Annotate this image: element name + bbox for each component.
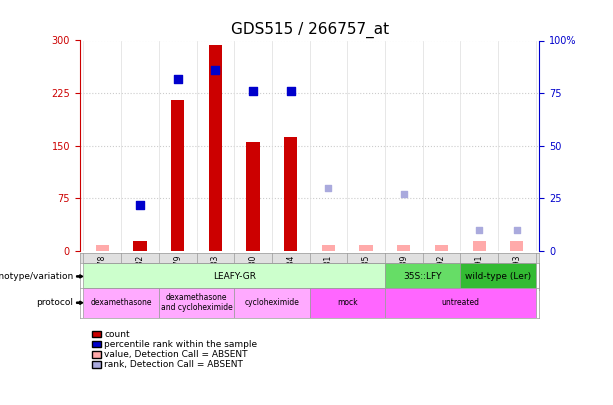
Title: GDS515 / 266757_at: GDS515 / 266757_at xyxy=(230,21,389,38)
Point xyxy=(286,88,295,94)
Bar xyxy=(234,288,310,318)
Bar xyxy=(209,45,222,251)
Point xyxy=(324,185,333,191)
Text: LEAFY-GR: LEAFY-GR xyxy=(213,272,256,281)
Bar xyxy=(385,263,460,290)
Text: mock: mock xyxy=(337,298,357,307)
Bar xyxy=(460,263,536,290)
Point xyxy=(399,190,409,197)
Bar xyxy=(310,288,385,318)
Text: cycloheximide: cycloheximide xyxy=(245,298,299,307)
Bar xyxy=(473,241,485,251)
Bar xyxy=(83,263,385,290)
Text: wild-type (Ler): wild-type (Ler) xyxy=(465,272,531,281)
Text: untreated: untreated xyxy=(441,298,479,307)
Bar xyxy=(359,245,373,251)
Text: genotype/variation: genotype/variation xyxy=(0,272,74,281)
Text: value, Detection Call = ABSENT: value, Detection Call = ABSENT xyxy=(104,350,248,359)
Text: GSM13791: GSM13791 xyxy=(474,255,484,296)
Point xyxy=(248,88,258,94)
Point xyxy=(135,202,145,209)
Text: GSM13783: GSM13783 xyxy=(211,255,220,296)
Point xyxy=(210,67,220,73)
Point xyxy=(474,227,484,233)
Bar xyxy=(385,288,536,318)
Text: GSM13785: GSM13785 xyxy=(362,255,371,296)
Bar xyxy=(397,245,410,251)
Text: GSM13778: GSM13778 xyxy=(98,255,107,296)
Text: protocol: protocol xyxy=(37,298,74,307)
Bar xyxy=(134,241,147,251)
Point xyxy=(173,76,183,82)
Bar xyxy=(322,245,335,251)
Bar xyxy=(284,137,297,251)
Bar xyxy=(83,288,159,318)
Text: percentile rank within the sample: percentile rank within the sample xyxy=(104,340,257,349)
Bar xyxy=(510,241,524,251)
Bar xyxy=(435,245,448,251)
Text: GSM13789: GSM13789 xyxy=(399,255,408,296)
Text: GSM13793: GSM13793 xyxy=(512,255,521,296)
Text: count: count xyxy=(104,330,130,339)
Text: GSM13784: GSM13784 xyxy=(286,255,295,296)
Point xyxy=(512,227,522,233)
Bar xyxy=(96,245,109,251)
Text: GSM13792: GSM13792 xyxy=(437,255,446,296)
Bar xyxy=(171,100,185,251)
Text: rank, Detection Call = ABSENT: rank, Detection Call = ABSENT xyxy=(104,360,243,369)
Bar xyxy=(246,142,260,251)
Text: GSM13781: GSM13781 xyxy=(324,255,333,296)
Text: GSM13782: GSM13782 xyxy=(135,255,145,296)
Text: dexamethasone: dexamethasone xyxy=(90,298,152,307)
Bar xyxy=(159,288,234,318)
Text: GSM13780: GSM13780 xyxy=(248,255,257,296)
Text: 35S::LFY: 35S::LFY xyxy=(403,272,442,281)
Text: GSM13779: GSM13779 xyxy=(173,255,182,296)
Text: dexamethasone
and cycloheximide: dexamethasone and cycloheximide xyxy=(161,293,232,312)
